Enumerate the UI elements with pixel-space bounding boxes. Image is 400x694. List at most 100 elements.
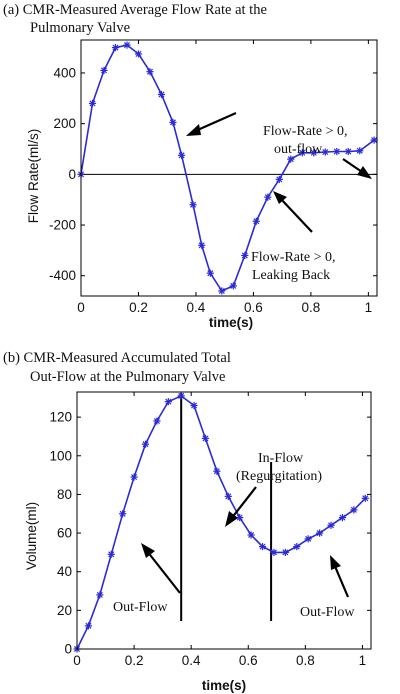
chart-b-data-point [350, 506, 358, 514]
chart-a-data-point [146, 68, 154, 76]
chart-b-ytick-label: 120 [49, 410, 72, 425]
chart-a-data-point [333, 147, 341, 156]
chart-b-xtick-label: 0.8 [296, 653, 315, 668]
chart-a-data-point [177, 151, 186, 159]
chart-b-data-point [327, 521, 335, 529]
chart-a-data-point [287, 155, 295, 163]
chart-a-title-line1: (a) CMR-Measured Average Flow Rate at th… [3, 2, 267, 18]
chart-b-data-point [201, 434, 210, 442]
chart-b-data-point [164, 398, 172, 406]
chart-a-data-point [88, 99, 97, 107]
chart-a-arrow-2 [342, 158, 372, 179]
chart-a-data-point [100, 66, 108, 75]
chart-a-data-point [169, 118, 177, 126]
chart-a-ytick-label: 0 [68, 167, 76, 182]
chart-a-data-point [310, 149, 318, 157]
chart-a-data-point [356, 147, 364, 155]
chart-b-ticks: 0 0.2 0.4 0.6 0.8 1 0 20 40 60 80 100 120 [49, 392, 371, 668]
chart-b-data-point [130, 473, 138, 481]
chart-b-title-line2: Out-Flow at the Pulmonary Valve [30, 369, 225, 385]
chart-a-annotation-outflow-line1: Flow-Rate > 0, [263, 124, 348, 139]
chart-b-xtick-label: 1 [359, 653, 367, 668]
chart-a-data-point [252, 217, 260, 225]
chart-a-annotation-leak-line1: Flow-Rate > 0, [251, 250, 336, 265]
chart-a-arrow-1 [186, 111, 237, 136]
chart-a-data-point [321, 148, 329, 156]
chart-a-annotation-outflow-line2: out-flow [274, 142, 323, 157]
chart-b-ylabel: Volume(ml) [24, 502, 39, 570]
chart-a-data-point [344, 147, 352, 156]
chart-a-xtick-label: 0.6 [244, 300, 263, 315]
chart-a-xlabel: time(s) [209, 315, 253, 330]
chart-a-data-point [189, 201, 197, 209]
chart-a-data-point [134, 50, 143, 58]
chart-a-annotation-leak-line2: Leaking Back [252, 268, 330, 283]
chart-b-data-point [361, 494, 369, 502]
chart-b-data-point [177, 392, 185, 400]
chart-b-data-point [119, 510, 127, 518]
chart-b-data-point [247, 531, 255, 539]
chart-b-ytick-label: 80 [57, 487, 72, 502]
chart-a-data-point [111, 44, 120, 52]
chart-a-ytick-label: 400 [53, 65, 76, 80]
chart-a-ytick-label: -200 [49, 218, 76, 233]
chart-b-xtick-label: 0.4 [182, 653, 201, 668]
chart-a-ticks: 0 0.2 0.4 0.6 0.8 1 -400 -200 0 200 400 [49, 40, 377, 315]
chart-a-data-point [275, 175, 283, 184]
chart-a-ylabel: Flow Rate(ml/s) [26, 129, 41, 224]
chart-b-data-point [96, 591, 104, 599]
chart-b-ytick-label: 0 [64, 642, 72, 657]
chart-a-axes-frame [80, 39, 378, 297]
chart-b-data-point [316, 529, 324, 537]
chart-b-ytick-label: 100 [49, 448, 72, 463]
chart-a-data-point [229, 282, 237, 290]
chart-b-xlabel: time(s) [202, 678, 246, 693]
chart-a-ytick-label: -400 [49, 268, 76, 283]
chart-a: (a) CMR-Measured Average Flow Rate at th… [3, 2, 378, 330]
chart-a-xtick-label: 0.4 [187, 300, 206, 315]
chart-a-data-point [123, 41, 131, 49]
chart-b-ytick-label: 20 [57, 603, 72, 618]
chart-a-data-point [241, 251, 249, 260]
chart-b-data-point [258, 542, 267, 551]
chart-b-axes-frame [76, 391, 372, 650]
chart-b-annotation-inflow-line1: In-Flow [258, 451, 304, 466]
chart-b-data-point [153, 417, 161, 425]
chart-b-title-line1: (b) CMR-Measured Accumulated Total [3, 350, 231, 366]
chart-a-xtick-label: 0 [77, 300, 85, 315]
chart-a-xtick-label: 0.8 [302, 300, 321, 315]
chart-b-data-point [338, 514, 347, 522]
chart-a-data-point [218, 287, 226, 295]
chart-b-ytick-label: 60 [57, 526, 72, 541]
chart-b-annotation-outflow-left: Out-Flow [113, 600, 168, 615]
chart-b-data-point [84, 622, 93, 630]
chart-b-data-point [224, 492, 232, 500]
chart-b-xtick-label: 0.2 [125, 653, 144, 668]
chart-b-data-point [270, 548, 278, 556]
chart-a-data-point [298, 149, 306, 157]
chart-b-ytick-label: 40 [57, 564, 72, 579]
chart-b-data-point [304, 535, 312, 543]
chart-b-xtick-label: 0.6 [239, 653, 258, 668]
chart-a-data-point [157, 90, 166, 99]
chart-b-data-point [213, 467, 221, 475]
chart-b-annotation-outflow-right: Out-Flow [300, 605, 355, 620]
chart-b-data-point [293, 542, 301, 551]
chart-b: (b) CMR-Measured Accumulated Total Out-F… [3, 350, 372, 693]
chart-b-arrow-3 [330, 555, 350, 598]
chart-b-data-point [281, 548, 289, 556]
chart-a-data-point [198, 241, 206, 249]
chart-b-data-point [141, 440, 150, 448]
chart-b-xtick-label: 0 [73, 653, 81, 668]
chart-a-data-point [206, 269, 214, 277]
chart-a-series [77, 41, 378, 295]
chart-a-xtick-label: 1 [365, 300, 373, 315]
chart-a-ytick-label: 200 [53, 116, 76, 131]
chart-b-annotation-inflow-line2: (Regurgitation) [236, 469, 322, 484]
chart-a-xtick-label: 0.2 [129, 300, 148, 315]
chart-b-series-line [76, 394, 366, 650]
chart-b-vertical-lines [180, 393, 273, 621]
chart-b-data-point [107, 550, 115, 558]
chart-b-arrow-2 [141, 543, 181, 594]
